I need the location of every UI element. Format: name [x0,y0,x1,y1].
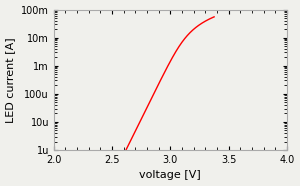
Y-axis label: LED current [A]: LED current [A] [6,37,16,123]
X-axis label: voltage [V]: voltage [V] [140,170,201,180]
